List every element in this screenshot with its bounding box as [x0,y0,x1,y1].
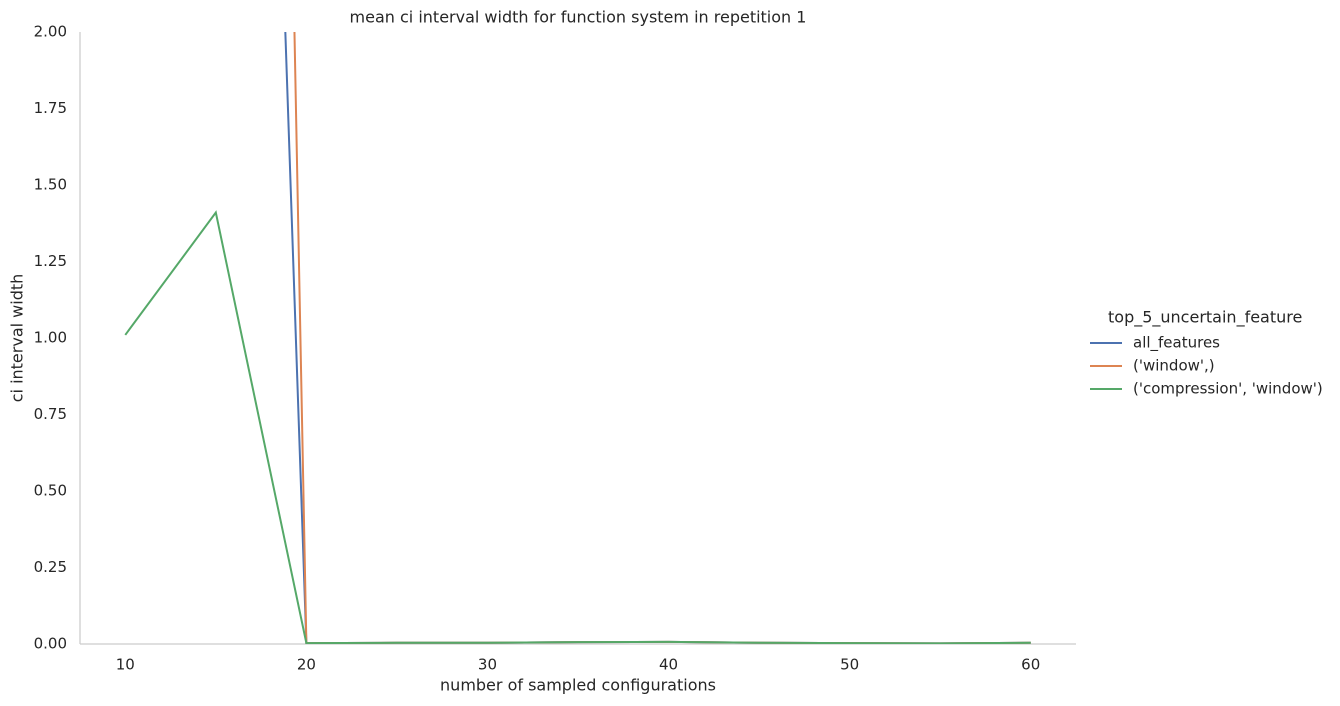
y-tick-label: 0.75 [34,405,67,423]
line [284,32,1031,644]
legend-label: ('compression', 'window') [1133,380,1323,398]
chart-title: mean ci interval width for function syst… [350,8,807,27]
legend-title: top_5_uncertain_feature [1108,308,1302,328]
x-tick-label: 50 [840,656,859,674]
y-axis-label: ci interval width [8,274,27,403]
plot-area [124,32,1031,644]
x-tick-label: 20 [297,656,316,674]
x-axis-label: number of sampled configurations [440,676,716,695]
legend-label: all_features [1133,334,1220,353]
y-tick-label: 0.50 [34,482,67,500]
legend-label: ('window',) [1133,357,1215,375]
y-tick-label: 1.50 [34,176,67,194]
line [293,32,1031,644]
y-tick-label: 0.25 [34,558,67,576]
y-tick-label: 1.00 [34,329,67,347]
x-tick-label: 30 [478,656,497,674]
x-tick-label: 10 [116,656,135,674]
x-tick-label: 60 [1021,656,1040,674]
y-tick-label: 1.75 [34,99,67,117]
x-tick-label: 40 [659,656,678,674]
y-tick-label: 1.25 [34,252,67,270]
y-tick-label: 2.00 [34,23,67,41]
y-tick-label: 0.00 [34,635,67,653]
line [124,210,1031,644]
